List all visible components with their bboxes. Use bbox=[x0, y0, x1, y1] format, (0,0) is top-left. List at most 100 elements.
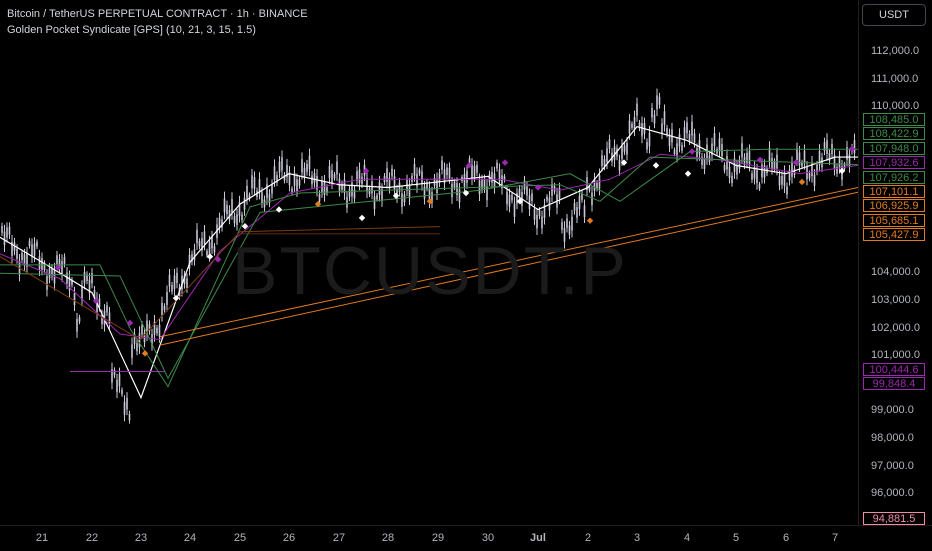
candle-body bbox=[813, 174, 816, 186]
candle-body bbox=[558, 187, 561, 199]
signal-marker-purple bbox=[362, 167, 370, 175]
candle-body bbox=[341, 183, 343, 190]
candle-body bbox=[81, 286, 83, 300]
price-chart[interactable] bbox=[0, 0, 858, 525]
candle-body bbox=[656, 95, 658, 110]
candle-body bbox=[296, 179, 298, 192]
candle-body bbox=[646, 142, 648, 150]
candle-body bbox=[221, 219, 223, 228]
candle-body bbox=[353, 189, 356, 199]
candle-body bbox=[88, 279, 91, 294]
signal-marker-white bbox=[241, 222, 249, 230]
candle-body bbox=[398, 182, 401, 192]
signal-marker-orange bbox=[314, 200, 322, 208]
candle-body bbox=[628, 120, 631, 134]
candle-body bbox=[451, 183, 453, 198]
candle-body bbox=[211, 236, 213, 249]
price-axis[interactable]: 112,000.0 111,000.0 110,000.0 104,000.0 103,… bbox=[858, 0, 932, 525]
candle-body bbox=[258, 179, 261, 193]
candle-body bbox=[531, 193, 533, 202]
candle-body bbox=[38, 256, 41, 270]
candle-body bbox=[603, 158, 606, 167]
candle-body bbox=[273, 166, 276, 180]
currency-button[interactable]: USDT bbox=[862, 4, 926, 26]
signal-marker-purple bbox=[501, 159, 509, 166]
candle-body bbox=[503, 176, 506, 181]
candle-body bbox=[581, 193, 583, 200]
signal-marker-white bbox=[462, 189, 470, 197]
time-axis[interactable]: 21 22 23 24 25 26 27 28 29 30 Jul 2 3 4 5 6 7 bbox=[0, 525, 932, 551]
candle-body bbox=[343, 179, 346, 194]
candle-body bbox=[713, 133, 716, 147]
candle-body bbox=[68, 277, 71, 291]
candle-body bbox=[446, 167, 448, 176]
signal-marker-purple bbox=[214, 256, 222, 263]
symbol-title[interactable]: Bitcoin / TetherUS PERPETUAL CONTRACT · … bbox=[7, 8, 308, 20]
candle-body bbox=[348, 189, 351, 198]
signal-marker-purple bbox=[848, 145, 856, 152]
candle-body bbox=[333, 174, 336, 179]
candle-body bbox=[578, 195, 581, 210]
candle-body bbox=[43, 263, 46, 271]
candle-body bbox=[301, 159, 303, 173]
candle-body bbox=[848, 154, 851, 167]
candle-body bbox=[323, 181, 326, 196]
candle-body bbox=[791, 163, 793, 177]
candle-body bbox=[113, 370, 116, 376]
candle-body bbox=[501, 175, 503, 189]
candle-body bbox=[663, 111, 666, 125]
candle-body bbox=[26, 253, 28, 267]
candle-body bbox=[538, 210, 541, 217]
candle-body bbox=[486, 186, 488, 201]
candle-body bbox=[798, 152, 801, 166]
candle-body bbox=[31, 244, 33, 257]
candle-body bbox=[288, 172, 291, 186]
candle-body bbox=[661, 123, 663, 134]
price-label-badge: 107,932.6 bbox=[863, 156, 925, 170]
signal-marker-orange bbox=[426, 198, 434, 205]
candle-body bbox=[723, 165, 726, 171]
time-tick: 7 bbox=[831, 532, 839, 544]
candle-body bbox=[56, 255, 58, 264]
green-line bbox=[0, 156, 858, 388]
price-label-badge: 106,925.9 bbox=[863, 199, 925, 213]
price-tick: 97,000.0 bbox=[871, 459, 914, 472]
candle-body bbox=[571, 216, 573, 231]
candle-body bbox=[448, 167, 451, 179]
orange-level bbox=[0, 226, 441, 341]
candle-body bbox=[563, 227, 566, 242]
symbol-watermark: BTCUSDT.P bbox=[232, 233, 628, 309]
price-tick: 110,000.0 bbox=[871, 100, 920, 113]
candle-body bbox=[261, 192, 263, 203]
candle-body bbox=[816, 164, 818, 172]
candle-body bbox=[3, 231, 6, 246]
candle-body bbox=[86, 274, 88, 281]
candle-body bbox=[23, 254, 26, 266]
candle-body bbox=[391, 168, 393, 177]
candle-body bbox=[366, 178, 368, 192]
indicator-legend[interactable]: Golden Pocket Syndicate [GPS] (10, 21, 3… bbox=[7, 24, 256, 36]
candle-body bbox=[101, 314, 103, 325]
candle-body bbox=[821, 157, 823, 168]
candle-body bbox=[311, 175, 313, 185]
candle-body bbox=[298, 179, 301, 186]
candle-body bbox=[546, 196, 548, 201]
candle-body bbox=[536, 214, 538, 229]
candle-body bbox=[481, 179, 483, 189]
candle-body bbox=[736, 165, 738, 175]
candle-body bbox=[786, 186, 788, 195]
chart-area[interactable]: BTCUSDT.P Bitcoin / TetherUS PERPETUAL C… bbox=[0, 0, 858, 525]
candle-body bbox=[651, 107, 653, 118]
candle-body bbox=[186, 278, 188, 289]
signal-marker-white bbox=[620, 159, 628, 166]
candle-body bbox=[476, 164, 478, 173]
signal-marker-orange bbox=[586, 217, 594, 224]
candle-body bbox=[121, 389, 123, 395]
candle-body bbox=[138, 333, 141, 347]
candle-body bbox=[146, 320, 148, 335]
candle-body bbox=[393, 176, 396, 190]
candle-body bbox=[586, 177, 588, 191]
candle-body bbox=[826, 140, 828, 154]
candle-body bbox=[231, 199, 233, 213]
candle-body bbox=[71, 279, 73, 286]
